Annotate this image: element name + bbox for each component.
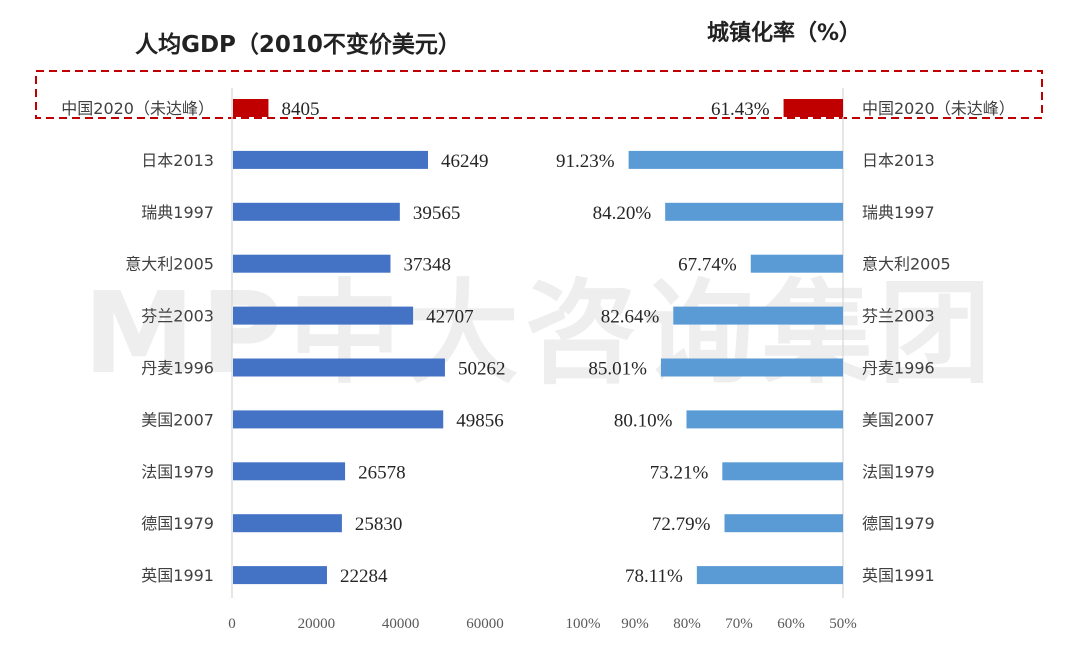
- highlight-box: [35, 70, 1043, 119]
- urbanization-category-label: 美国2007: [862, 410, 935, 429]
- gdp-chart-title: 人均GDP（2010不变价美元）: [135, 31, 461, 58]
- gdp-category-label: 法国1979: [141, 462, 214, 481]
- gdp-bar: [233, 99, 269, 117]
- gdp-value-label: 50262: [458, 359, 506, 380]
- urbanization-tick-label: 80%: [673, 616, 701, 632]
- gdp-value-label: 42707: [426, 307, 474, 328]
- gdp-value-label: 22284: [340, 566, 388, 587]
- urbanization-bar: [750, 254, 843, 273]
- gdp-bar: [233, 150, 429, 169]
- urbanization-bar: [660, 358, 843, 377]
- gdp-category-label: 中国2020（未达峰）: [61, 99, 214, 118]
- urbanization-category-label: 意大利2005: [862, 255, 951, 274]
- urbanization-category-label: 英国1991: [862, 566, 935, 585]
- urbanization-bar: [724, 514, 843, 533]
- gdp-value-label: 8405: [281, 99, 319, 120]
- urbanization-value-label: 78.11%: [625, 566, 683, 587]
- gdp-value-label: 37348: [403, 255, 451, 276]
- urbanization-value-label: 72.79%: [652, 514, 711, 535]
- urbanization-tick-label: 60%: [777, 616, 805, 632]
- gdp-bar: [233, 566, 327, 585]
- urbanization-bar: [686, 410, 843, 429]
- gdp-category-label: 英国1991: [141, 566, 214, 585]
- gdp-bar: [233, 462, 346, 481]
- urbanization-tick-label: 70%: [725, 616, 753, 632]
- gdp-bar: [233, 306, 414, 325]
- gdp-category-label: 瑞典1997: [141, 203, 214, 222]
- urbanization-category-label: 瑞典1997: [862, 203, 935, 222]
- urbanization-category-label: 法国1979: [862, 462, 935, 481]
- urbanization-value-label: 82.64%: [601, 307, 660, 328]
- urbanization-bar: [673, 306, 843, 325]
- gdp-category-label: 意大利2005: [125, 255, 214, 274]
- urbanization-category-label: 丹麦1996: [862, 359, 935, 378]
- urbanization-value-label: 91.23%: [556, 151, 615, 172]
- gdp-tick-label: 0: [228, 616, 236, 632]
- urbanization-value-label: 67.74%: [678, 255, 737, 276]
- urbanization-category-label: 中国2020（未达峰）: [862, 99, 1015, 118]
- urbanization-value-label: 61.43%: [711, 99, 770, 120]
- gdp-bar: [233, 254, 391, 273]
- gdp-category-label: 丹麦1996: [141, 359, 214, 378]
- urbanization-tick-label: 90%: [621, 616, 649, 632]
- gdp-category-label: 德国1979: [141, 514, 214, 533]
- urbanization-value-label: 80.10%: [614, 410, 673, 431]
- urbanization-value-label: 85.01%: [588, 359, 647, 380]
- gdp-tick-label: 40000: [382, 616, 420, 632]
- gdp-category-label: 美国2007: [141, 410, 214, 429]
- urbanization-chart-title: 城镇化率（%）: [707, 20, 861, 46]
- urbanization-value-label: 73.21%: [650, 462, 709, 483]
- gdp-value-label: 49856: [456, 410, 504, 431]
- gdp-value-label: 39565: [413, 203, 461, 224]
- watermark: MP中大咨询集团: [83, 269, 997, 399]
- urbanization-bar: [665, 202, 843, 221]
- gdp-bar: [233, 358, 445, 377]
- urbanization-value-label: 84.20%: [593, 203, 652, 224]
- urbanization-bar: [628, 150, 843, 169]
- urbanization-category-label: 日本2013: [862, 151, 935, 170]
- urbanization-bar: [696, 566, 843, 585]
- urbanization-bar: [722, 462, 843, 481]
- gdp-tick-label: 60000: [466, 616, 504, 632]
- urbanization-category-label: 芬兰2003: [862, 307, 935, 326]
- gdp-value-label: 26578: [358, 462, 406, 483]
- urbanization-tick-label: 100%: [566, 616, 601, 632]
- gdp-category-label: 芬兰2003: [141, 307, 214, 326]
- gdp-bar: [233, 202, 400, 221]
- gdp-tick-label: 20000: [298, 616, 336, 632]
- gdp-bar: [233, 410, 444, 429]
- gdp-category-label: 日本2013: [141, 151, 214, 170]
- gdp-value-label: 46249: [441, 151, 489, 172]
- gdp-value-label: 25830: [355, 514, 403, 535]
- urbanization-bar: [783, 99, 843, 117]
- urbanization-category-label: 德国1979: [862, 514, 935, 533]
- gdp-bar: [233, 514, 342, 533]
- urbanization-tick-label: 50%: [829, 616, 857, 632]
